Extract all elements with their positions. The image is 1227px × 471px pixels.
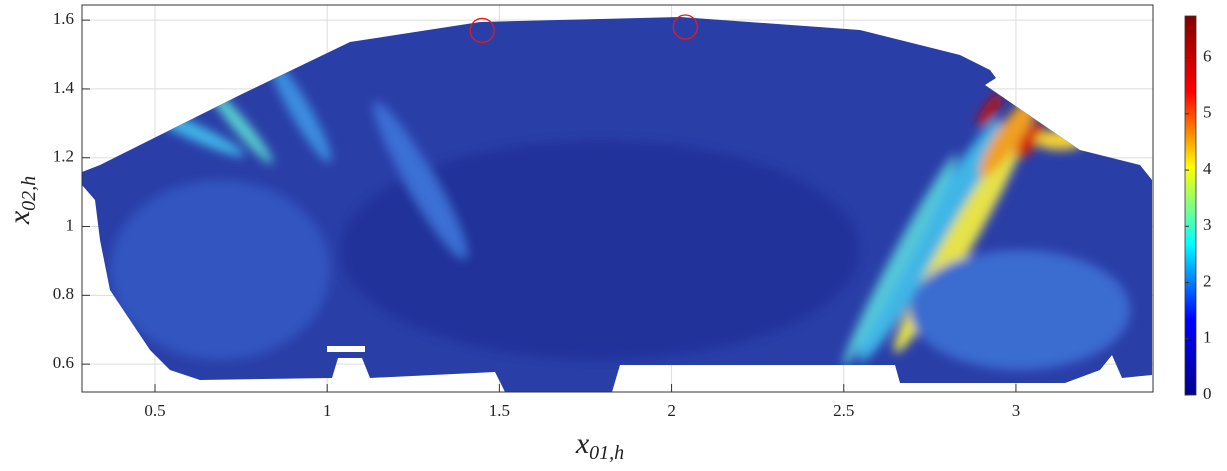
colorbar-tick-label: 4 [1203,159,1212,178]
colorbar-tick-label: 2 [1203,271,1212,290]
x-tick-label: 2.5 [833,401,854,420]
x-tick-label: 0.5 [144,401,165,420]
x-tick-label: 2 [667,401,676,420]
x-axis-label: x01,h [575,427,624,464]
y-tick-label: 1.6 [53,9,74,28]
y-label-sub: 02,h [18,176,40,211]
y-label-base: x [3,210,36,225]
colorbar-tick-label: 1 [1203,328,1212,347]
y-tick-label: 1.4 [53,78,75,97]
y-tick-label: 1.2 [53,147,74,166]
x-label-sub: 01,h [589,442,624,464]
y-axis-label: x02,h [3,176,40,225]
colorbar-tick-label: 0 [1203,384,1212,403]
y-tick-label: 0.8 [53,284,74,303]
x-tick-label: 1 [323,401,332,420]
marker-circle [469,17,495,44]
axes: 0.5 1 1.5 2 2.5 3 0.6 0.8 1 1.2 1.4 1.6 [53,9,1020,420]
x-label-base: x [575,427,590,460]
field [82,17,1152,392]
colorbar [1184,15,1197,396]
colorbar-tick-label: 5 [1203,103,1212,122]
y-tick-label: 1 [66,215,75,234]
colorbar-tick-label: 6 [1203,47,1212,66]
y-tick-label: 0.6 [53,353,74,372]
plot-frame [81,4,1154,393]
marker-circle [672,14,698,40]
x-tick-label: 3 [1012,401,1021,420]
colorbar-tick-label: 3 [1203,215,1212,234]
x-tick-label: 1.5 [489,401,510,420]
